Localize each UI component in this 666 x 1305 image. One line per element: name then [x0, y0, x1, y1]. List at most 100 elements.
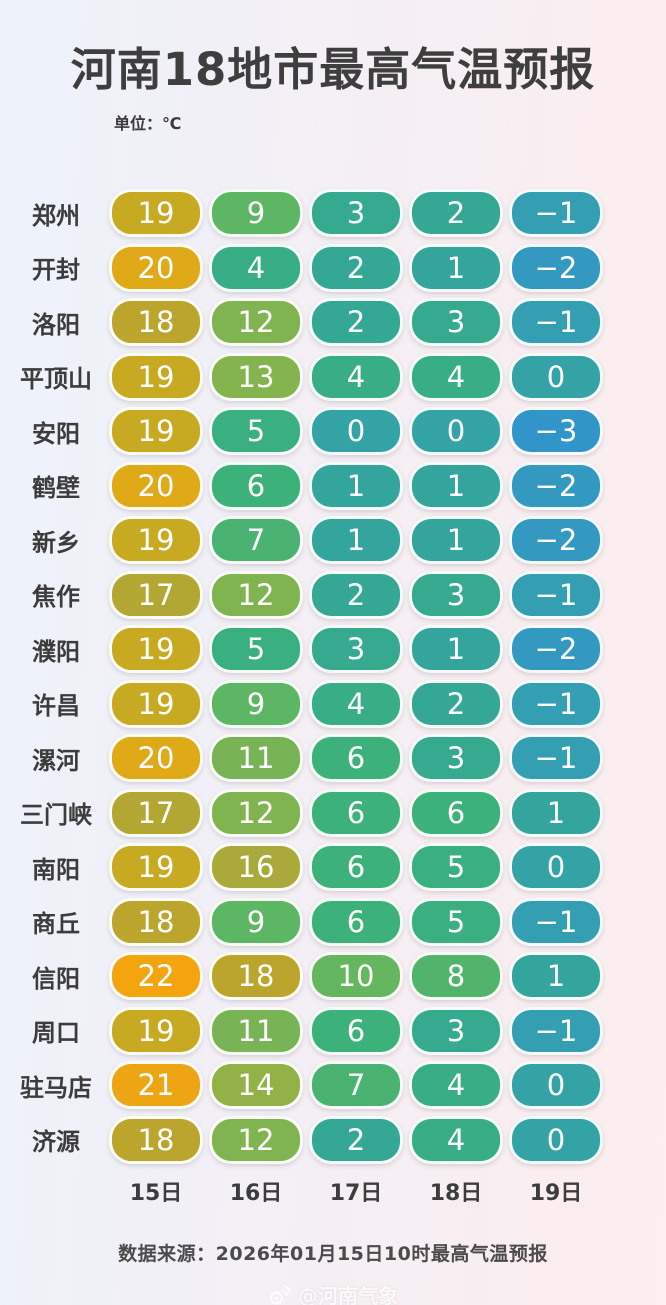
temp-pill: 1: [409, 625, 503, 674]
temp-pill: 0: [409, 407, 503, 456]
watermark-handle: @河南气象: [298, 1284, 398, 1305]
city-label: 许昌: [32, 692, 80, 721]
temp-pill: 18: [109, 897, 203, 946]
temp-pill: −2: [509, 625, 603, 674]
table-row: 新乡 19 7 1 1 −2: [6, 513, 666, 568]
temp-pill: 19: [109, 516, 203, 565]
temp-pill: 19: [109, 843, 203, 892]
temp-pill: −1: [509, 679, 603, 728]
temp-pill: 0: [309, 407, 403, 456]
temp-pill: 4: [409, 1061, 503, 1110]
temp-pill: 12: [209, 788, 303, 837]
temp-pill: 5: [209, 625, 303, 674]
temp-pill: 20: [109, 734, 203, 783]
temp-pill: −1: [509, 734, 603, 783]
temp-pill: 4: [209, 243, 303, 292]
temp-pill: 6: [309, 897, 403, 946]
temp-pill: 3: [409, 298, 503, 347]
temp-pill: 11: [209, 734, 303, 783]
temp-pill: 17: [109, 570, 203, 619]
temp-pill: −1: [509, 1006, 603, 1055]
city-label: 平顶山: [20, 365, 92, 394]
temp-pill: 18: [109, 1115, 203, 1164]
temp-pill: 1: [509, 788, 603, 837]
temp-pill: 6: [409, 788, 503, 837]
city-label: 漯河: [32, 746, 80, 775]
temp-pill: 18: [209, 952, 303, 1001]
temp-pill: 4: [309, 679, 403, 728]
table-row: 郑州 19 9 3 2 −1: [6, 186, 666, 241]
city-label: 南阳: [32, 855, 80, 884]
city-label: 三门峡: [20, 801, 92, 830]
date-label: 19日: [529, 1181, 583, 1206]
temp-pill: 16: [209, 843, 303, 892]
temp-pill: 10: [309, 952, 403, 1001]
table-row: 平顶山 19 13 4 4 0: [6, 350, 666, 405]
table-row: 驻马店 21 14 7 4 0: [6, 1058, 666, 1113]
table-row: 焦作 17 12 2 3 −1: [6, 568, 666, 623]
temp-table: 郑州 19 9 3 2 −1 开封 20 4 2 1 −2 洛阳 18 12 2 3 −1 平顶山 19…: [0, 186, 666, 1167]
watermark: @河南气象: [0, 1280, 666, 1305]
city-label: 驻马店: [20, 1073, 92, 1102]
temp-pill: 19: [109, 352, 203, 401]
temp-pill: 2: [409, 679, 503, 728]
temp-pill: 11: [209, 1006, 303, 1055]
temp-pill: 4: [409, 352, 503, 401]
temp-pill: 4: [309, 352, 403, 401]
temp-pill: 0: [509, 843, 603, 892]
temp-pill: 5: [209, 407, 303, 456]
table-row: 信阳 22 18 10 8 1: [6, 949, 666, 1004]
table-row: 开封 20 4 2 1 −2: [6, 241, 666, 296]
city-label: 新乡: [32, 528, 80, 557]
city-label: 商丘: [32, 910, 80, 939]
table-row: 周口 19 11 6 3 −1: [6, 1004, 666, 1059]
temp-pill: 8: [409, 952, 503, 1001]
date-label: 18日: [429, 1181, 483, 1206]
temp-pill: 1: [309, 516, 403, 565]
city-label: 济源: [32, 1128, 80, 1157]
temp-pill: 3: [409, 734, 503, 783]
table-row: 南阳 19 16 6 5 0: [6, 840, 666, 895]
temp-pill: 7: [309, 1061, 403, 1110]
temp-pill: 3: [409, 1006, 503, 1055]
date-label: 15日: [129, 1181, 183, 1206]
temp-pill: 1: [309, 461, 403, 510]
date-axis: 15日 16日 17日 18日 19日: [0, 1167, 666, 1215]
source-note: 数据来源：2026年01月15日10时最高气温预报: [118, 1243, 548, 1265]
temp-pill: 5: [409, 897, 503, 946]
temp-pill: 19: [109, 679, 203, 728]
temp-pill: −1: [509, 189, 603, 238]
temp-pill: 19: [109, 1006, 203, 1055]
table-row: 濮阳 19 5 3 1 −2: [6, 622, 666, 677]
table-row: 安阳 19 5 0 0 −3: [6, 404, 666, 459]
city-label: 洛阳: [32, 310, 80, 339]
temp-pill: 6: [309, 843, 403, 892]
temp-pill: 9: [209, 189, 303, 238]
temp-pill: 2: [409, 189, 503, 238]
temp-pill: 7: [209, 516, 303, 565]
temp-pill: 3: [309, 189, 403, 238]
city-label: 开封: [32, 256, 80, 285]
page-title: 河南18地市最高气温预报: [70, 43, 596, 96]
temp-pill: 1: [409, 516, 503, 565]
temp-pill: 1: [409, 243, 503, 292]
temp-pill: 6: [309, 788, 403, 837]
temp-pill: 1: [509, 952, 603, 1001]
temp-pill: −3: [509, 407, 603, 456]
temp-pill: 19: [109, 625, 203, 674]
date-label: 17日: [329, 1181, 383, 1206]
temp-pill: 2: [309, 570, 403, 619]
weibo-icon: [268, 1284, 292, 1305]
temp-pill: 2: [309, 298, 403, 347]
temp-pill: 2: [309, 243, 403, 292]
temp-pill: 1: [409, 461, 503, 510]
table-row: 漯河 20 11 6 3 −1: [6, 731, 666, 786]
temp-pill: −2: [509, 243, 603, 292]
temp-pill: 17: [109, 788, 203, 837]
unit-label: 单位：℃: [114, 114, 182, 133]
temp-pill: 9: [209, 679, 303, 728]
table-row: 鹤壁 20 6 1 1 −2: [6, 459, 666, 514]
temp-pill: 22: [109, 952, 203, 1001]
city-label: 濮阳: [32, 637, 80, 666]
